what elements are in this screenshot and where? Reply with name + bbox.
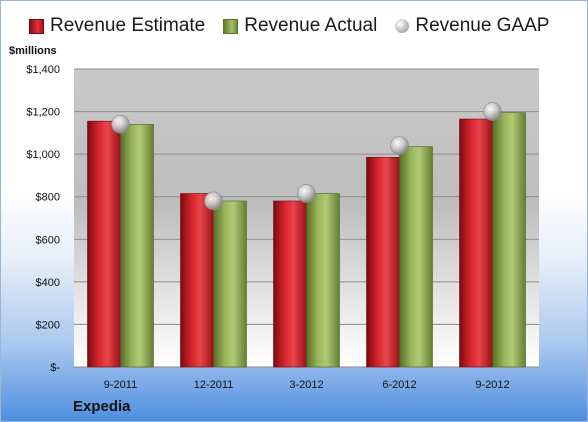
legend-label-actual: Revenue Actual — [244, 15, 378, 36]
y-axis-units-label: $millions — [9, 45, 57, 57]
legend-swatch-gaap — [395, 19, 410, 33]
y-tick-label: $200 — [36, 319, 60, 331]
company-label: Expedia — [73, 398, 131, 415]
bar-revenue-estimate — [273, 200, 307, 368]
y-axis-ticks: $- $200 $400 $600 $800 $1,000 $1,200 $1,400 — [26, 64, 60, 374]
x-axis-ticks: 9-2011 12-2011 3-2012 6-2012 9-2012 — [104, 379, 510, 391]
gaap-markers — [111, 102, 502, 211]
bar-revenue-actual — [120, 124, 154, 368]
marker-revenue-gaap — [390, 136, 409, 155]
legend-label-gaap: Revenue GAAP — [415, 15, 550, 36]
bar-revenue-estimate — [87, 120, 121, 368]
bar-revenue-estimate — [180, 193, 214, 368]
legend-item-actual: Revenue Actual — [223, 15, 377, 37]
bar-revenue-actual — [399, 146, 433, 368]
x-tick-label: 9-2011 — [104, 379, 137, 391]
marker-revenue-gaap — [111, 115, 130, 134]
x-tick-label: 3-2012 — [289, 379, 323, 391]
bar-revenue-actual — [306, 193, 340, 368]
legend-label-estimate: Revenue Estimate — [50, 15, 206, 36]
chart-legend: Revenue Estimate Revenue Actual Revenue … — [29, 15, 549, 37]
y-tick-label: $800 — [36, 192, 60, 204]
marker-revenue-gaap — [297, 184, 316, 203]
bar-revenue-estimate — [459, 118, 493, 368]
y-tick-label: $- — [50, 362, 60, 374]
bar-revenue-estimate — [366, 157, 400, 368]
legend-swatch-estimate — [29, 18, 44, 34]
x-tick-label: 9-2012 — [475, 379, 509, 391]
legend-item-gaap: Revenue GAAP — [395, 15, 549, 37]
y-tick-label: $1,200 — [26, 107, 60, 119]
legend-item-estimate: Revenue Estimate — [29, 15, 205, 37]
y-tick-label: $400 — [36, 277, 60, 289]
x-tick-label: 12-2011 — [194, 379, 234, 391]
bar-revenue-actual — [213, 200, 247, 368]
bars — [87, 112, 526, 368]
y-tick-label: $1,000 — [26, 149, 60, 161]
y-tick-label: $600 — [36, 234, 60, 246]
bar-revenue-actual — [492, 112, 526, 368]
x-tick-label: 6-2012 — [382, 379, 416, 391]
y-tick-label: $1,400 — [26, 64, 60, 76]
marker-revenue-gaap — [483, 102, 502, 121]
legend-swatch-actual — [223, 18, 239, 34]
marker-revenue-gaap — [204, 191, 223, 211]
